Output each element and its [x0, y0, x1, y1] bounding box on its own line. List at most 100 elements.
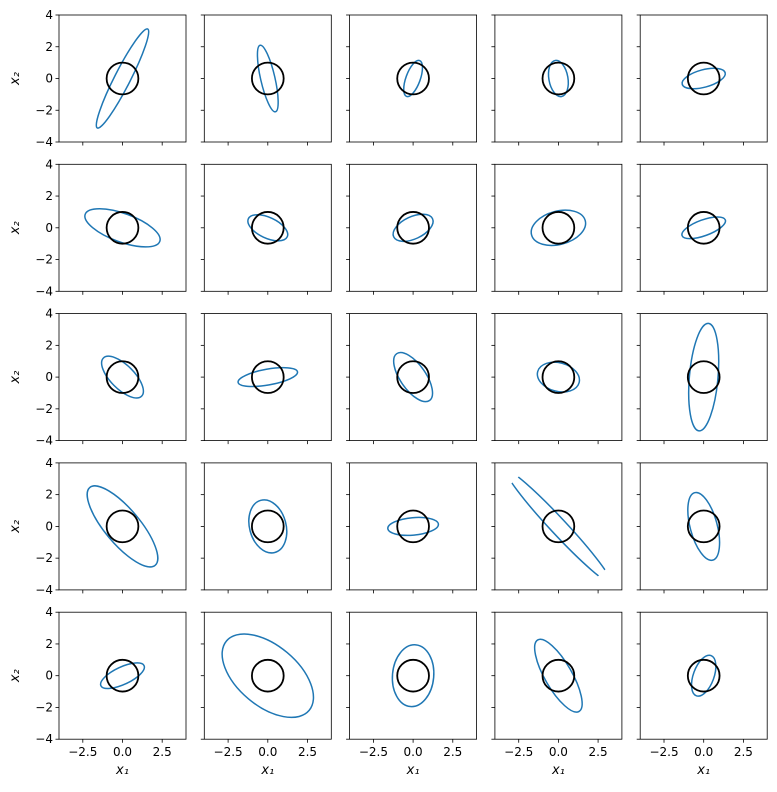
axes-frame [639, 462, 768, 591]
y-axis-label: x₂ [8, 72, 23, 86]
ellipse [547, 59, 570, 98]
unit-circle [686, 211, 721, 245]
x-tick-label: −2.5 [649, 745, 678, 759]
y-axis-label: x₂ [8, 371, 23, 385]
panel [636, 313, 768, 445]
panel [491, 163, 623, 295]
panel: −2.5 0.0 2.5 −4 −2 0 2 4 x₁ x₂ [8, 605, 187, 778]
axes-frame [494, 163, 623, 292]
unit-circle [686, 61, 721, 96]
panel: −4 −2 0 2 4 x₂ [8, 157, 187, 298]
panel: −2.5 0.0 2.5 x₁ [200, 611, 332, 778]
y-axis-label: x₂ [8, 520, 23, 534]
x-tick-label: −2.5 [504, 745, 533, 759]
y-tick-label: 0 [45, 370, 53, 384]
axes-frame [58, 14, 187, 143]
panel [491, 462, 623, 594]
axes-frame [58, 462, 187, 591]
ellipse [681, 216, 727, 240]
x-tick-label: 0.0 [694, 745, 713, 759]
panel [346, 462, 478, 594]
x-axis-label: x₁ [406, 763, 420, 778]
x-axis-label: x₁ [696, 763, 710, 778]
unit-circle [105, 211, 140, 245]
axes-frame [349, 14, 478, 143]
axes-frame [639, 163, 768, 292]
panel [636, 14, 768, 146]
y-tick-label: 0 [45, 221, 53, 235]
x-tick-label: 2.5 [734, 745, 753, 759]
ellipse [392, 351, 434, 403]
unit-circle [541, 211, 576, 245]
axes-frame [494, 462, 623, 591]
ellipse [536, 361, 581, 393]
axes-frame [639, 14, 768, 143]
y-tick-label: 2 [45, 637, 53, 651]
x-tick-label: 2.5 [443, 745, 462, 759]
unit-circle [541, 360, 576, 394]
x-tick-label: 0.0 [258, 745, 277, 759]
unit-circle [396, 658, 430, 693]
unit-circle [251, 211, 285, 245]
y-tick-label: −4 [35, 284, 53, 298]
unit-circle [541, 509, 576, 544]
y-tick-label: −4 [35, 135, 53, 149]
ellipse [533, 638, 583, 713]
axes-frame [494, 611, 623, 740]
x-tick-label: −2.5 [359, 745, 388, 759]
ellipse [248, 499, 288, 554]
axes-frame [203, 313, 332, 442]
axes-frame [349, 313, 478, 442]
axes-frame [639, 313, 768, 442]
panel: −4 −2 0 2 4 x₂ [8, 456, 187, 597]
x-tick-label: 0.0 [404, 745, 423, 759]
panel [200, 313, 332, 445]
unit-circle [396, 211, 430, 245]
ellipse [681, 67, 727, 90]
axes-frame [639, 611, 768, 740]
axes-frame [203, 611, 332, 740]
panel [636, 462, 768, 594]
y-tick-label: −2 [35, 700, 53, 714]
axes-frame [58, 163, 187, 292]
y-tick-label: 4 [45, 8, 53, 22]
ellipse [687, 322, 720, 432]
unit-circle [686, 509, 721, 544]
ellipse [247, 214, 289, 242]
y-axis-label: x₂ [8, 221, 23, 235]
y-tick-label: −2 [35, 253, 53, 267]
x-tick-label: −2.5 [68, 745, 97, 759]
unit-circle [396, 61, 430, 96]
axes-frame [203, 14, 332, 143]
y-tick-label: 2 [45, 189, 53, 203]
ellipse [237, 366, 299, 388]
ellipse [95, 28, 150, 129]
ellipse [221, 633, 315, 719]
axes-frame [349, 163, 478, 292]
y-tick-label: 2 [45, 40, 53, 54]
unit-circle [105, 509, 140, 544]
x-tick-label: 2.5 [298, 745, 317, 759]
x-axis-label: x₁ [115, 763, 129, 778]
axes-frame [349, 611, 478, 740]
panel: −4 −2 0 2 4 x₂ [8, 8, 187, 149]
unit-circle [251, 509, 285, 544]
panel [346, 14, 478, 146]
unit-circle [105, 360, 140, 394]
panel: −4 −2 0 2 4 x₂ [8, 307, 187, 448]
ellipse [100, 355, 145, 399]
axes-frame [494, 14, 623, 143]
y-axis-label: x₂ [8, 669, 23, 683]
axes-frame [203, 462, 332, 591]
unit-circle [541, 658, 576, 693]
y-tick-label: 2 [45, 488, 53, 502]
unit-circle [251, 360, 285, 394]
unit-circle [396, 360, 430, 394]
axes-frame [203, 163, 332, 292]
y-tick-label: 4 [45, 307, 53, 321]
y-tick-label: −4 [35, 583, 53, 597]
y-tick-label: 4 [45, 157, 53, 171]
x-axis-label: x₁ [551, 763, 565, 778]
ellipse [256, 44, 279, 113]
